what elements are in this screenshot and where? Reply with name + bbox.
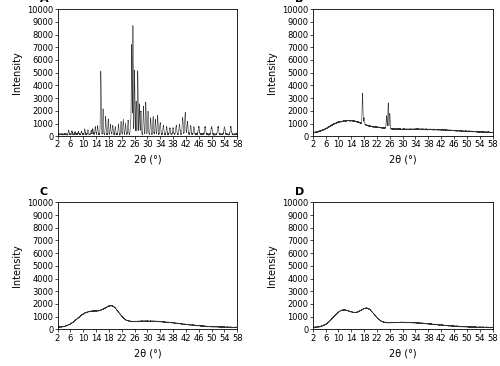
- Text: A: A: [40, 0, 48, 4]
- X-axis label: 2θ (°): 2θ (°): [389, 155, 416, 165]
- Y-axis label: Intensity: Intensity: [267, 244, 277, 287]
- Text: C: C: [40, 187, 48, 197]
- Y-axis label: Intensity: Intensity: [12, 51, 22, 94]
- X-axis label: 2θ (°): 2θ (°): [134, 155, 161, 165]
- Y-axis label: Intensity: Intensity: [267, 51, 277, 94]
- Text: D: D: [295, 187, 304, 197]
- X-axis label: 2θ (°): 2θ (°): [389, 348, 416, 358]
- Text: B: B: [295, 0, 303, 4]
- X-axis label: 2θ (°): 2θ (°): [134, 348, 161, 358]
- Y-axis label: Intensity: Intensity: [12, 244, 22, 287]
